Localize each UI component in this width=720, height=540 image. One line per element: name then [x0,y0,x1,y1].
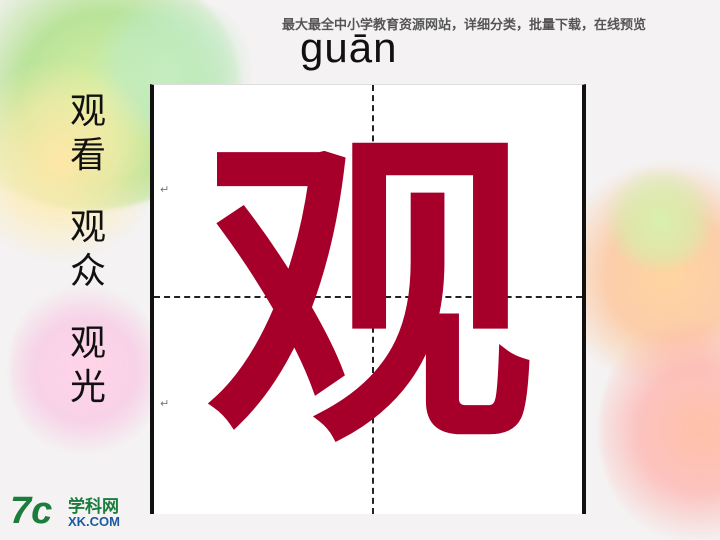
decor-blob [0,60,160,260]
character-grid: 观 [150,84,586,514]
word-item: 观 看 [70,90,130,178]
logo-chinese-text: 学科网 [68,497,119,517]
grid-vertical-guide [372,85,374,514]
word-char: 观 [70,207,107,248]
grid-horizontal-guide [154,296,582,298]
decor-blob [600,170,720,270]
word-char: 看 [70,135,107,176]
word-item: 观 光 [70,322,130,410]
word-char: 观 [70,91,107,132]
decor-blob [10,280,160,460]
main-character: 观 [205,103,535,487]
return-mark-icon: ↵ [160,397,170,410]
pinyin-label: guān [300,24,398,71]
logo-mark: 7c [10,490,53,532]
logo-english-text: XK.COM [68,514,120,529]
word-char: 众 [70,251,107,292]
return-mark-icon: ↵ [160,183,170,196]
word-char: 观 [70,323,107,364]
word-list: 观 看 观 众 观 光 [70,90,130,438]
word-item: 观 众 [70,206,130,294]
site-logo[interactable]: 7c 学科网 XK.COM [10,490,140,532]
site-header-text: 最大最全中小学教育资源网站，详细分类，批量下载，在线预览 [282,18,647,33]
word-char: 光 [70,367,107,408]
